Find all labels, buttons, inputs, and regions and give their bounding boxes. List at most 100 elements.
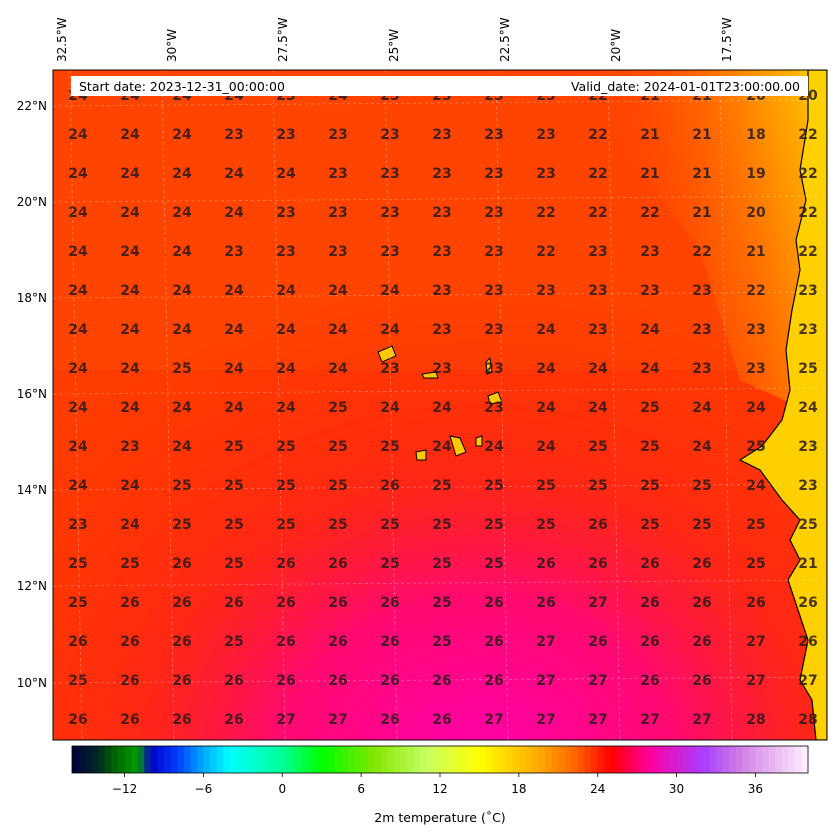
colorbar-tick-label: −6: [195, 782, 213, 796]
grid-value: 24: [120, 517, 140, 533]
island-sao-nicolau: [421, 371, 439, 379]
grid-value: 26: [692, 595, 711, 611]
grid-value: 26: [484, 673, 503, 689]
grid-value: 26: [640, 673, 659, 689]
grid-value: 23: [536, 127, 555, 143]
grid-value: 25: [746, 556, 765, 572]
grid-value: 23: [588, 244, 607, 260]
grid-value: 25: [536, 478, 555, 494]
grid-value: 24: [68, 205, 88, 221]
grid-value: 24: [120, 166, 140, 182]
lon-label: 32.5°W: [55, 17, 69, 62]
grid-value: 24: [68, 244, 88, 260]
lon-label: 17.5°W: [720, 17, 734, 62]
grid-value: 24: [276, 400, 296, 416]
grid-value: 26: [328, 673, 347, 689]
temperature-field: 2424242423242323232322212120202424242323…: [53, 70, 827, 740]
land-africa: [738, 70, 827, 740]
grid-value: 19: [746, 166, 765, 182]
grid-value: 25: [276, 439, 295, 455]
grid-value: 25: [224, 556, 243, 572]
grid-value: 24: [120, 478, 140, 494]
grid-value: 23: [536, 166, 555, 182]
grid-value: 23: [588, 322, 607, 338]
grid-value: 23: [276, 205, 295, 221]
grid-value: 25: [640, 400, 659, 416]
grid-value: 26: [276, 673, 295, 689]
island-boa-vista: [487, 391, 503, 405]
grid-value: 21: [692, 205, 711, 221]
grid-value: 24: [68, 400, 88, 416]
grid-value: 26: [328, 595, 347, 611]
grid-value: 25: [68, 556, 87, 572]
grid-value: 26: [328, 556, 347, 572]
grid-value: 24: [120, 127, 140, 143]
grid-value: 24: [588, 361, 608, 377]
grid-value: 24: [536, 361, 556, 377]
grid-value: 26: [120, 634, 139, 650]
grid-value: 22: [588, 166, 607, 182]
grid-value: 24: [120, 322, 140, 338]
grid-value: 26: [172, 556, 191, 572]
grid-value: 23: [798, 322, 817, 338]
grid-value: 25: [588, 478, 607, 494]
grid-value: 24: [224, 205, 244, 221]
grid-value: 24: [746, 400, 766, 416]
grid-value: 18: [746, 127, 765, 143]
lon-label: 20°W: [609, 29, 623, 62]
grid-value: 23: [224, 244, 243, 260]
grid-value: 25: [120, 556, 139, 572]
longitude-labels: 32.5°W 30°W 27.5°W 25°W 22.5°W 20°W 17.5°W: [55, 17, 734, 62]
grid-value: 28: [746, 712, 765, 728]
colorbar-tick-label: 6: [357, 782, 365, 796]
grid-value: 26: [484, 595, 503, 611]
grid-value: 23: [380, 205, 399, 221]
grid-value: 23: [380, 244, 399, 260]
grid-value: 25: [328, 439, 347, 455]
grid-value: 26: [380, 595, 399, 611]
grid-value: 26: [380, 478, 399, 494]
grid-value: 25: [484, 478, 503, 494]
lat-label: 12°N: [17, 579, 47, 593]
grid-value: 25: [588, 439, 607, 455]
grid-value: 26: [484, 634, 503, 650]
grid-value: 21: [692, 166, 711, 182]
grid-value: 21: [798, 556, 817, 572]
colorbar-tick-label: 24: [590, 782, 605, 796]
grid-value: 23: [536, 283, 555, 299]
grid-value: 27: [588, 595, 607, 611]
grid-value: 25: [224, 439, 243, 455]
grid-value: 27: [798, 673, 817, 689]
grid-value: 23: [328, 205, 347, 221]
colorbar-tick-label: 12: [432, 782, 447, 796]
grid-value: 22: [746, 283, 765, 299]
grid-value: 25: [172, 361, 191, 377]
grid-value: 24: [120, 361, 140, 377]
lon-label: 30°W: [165, 29, 179, 62]
grid-value: 24: [328, 283, 348, 299]
grid-value: 23: [432, 127, 451, 143]
grid-value: 23: [640, 283, 659, 299]
grid-value: 24: [224, 361, 244, 377]
grid-value: 22: [798, 244, 817, 260]
valid-date-text: Valid_date: 2024-01-01T23:00:00.00: [571, 79, 800, 94]
grid-value: 23: [798, 439, 817, 455]
grid-value: 27: [276, 712, 295, 728]
grid-value: 24: [224, 322, 244, 338]
lat-label: 16°N: [17, 387, 47, 401]
grid-value: 23: [432, 166, 451, 182]
grid-value: 26: [224, 712, 243, 728]
grid-value: 26: [798, 634, 817, 650]
grid-value: 24: [380, 322, 400, 338]
grid-value: 23: [484, 361, 503, 377]
island-maio: [475, 435, 483, 447]
grid-value: 26: [224, 595, 243, 611]
colorbar-tick-label: 30: [669, 782, 684, 796]
grid-value: 27: [746, 673, 765, 689]
grid-value: 23: [692, 322, 711, 338]
grid-value: 26: [798, 595, 817, 611]
grid-value: 26: [120, 673, 139, 689]
grid-value: 26: [536, 556, 555, 572]
lon-label: 25°W: [387, 29, 401, 62]
grid-value: 25: [536, 517, 555, 533]
